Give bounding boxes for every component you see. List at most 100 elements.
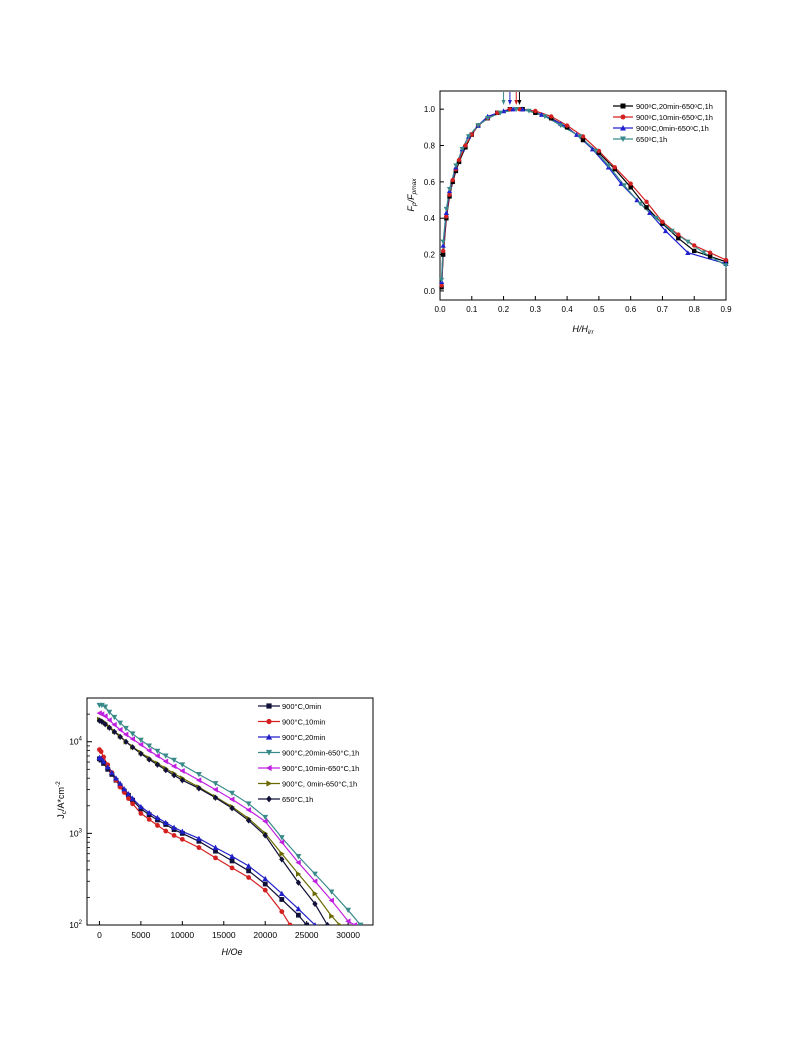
chart2-data-point — [287, 922, 293, 925]
chart1-data-point — [447, 192, 452, 197]
x-tick-label: 0.3 — [530, 305, 542, 314]
x-tick-label: 0.2 — [498, 305, 510, 314]
chart1-data-point — [707, 250, 713, 255]
chart2-data-point — [111, 728, 117, 736]
chart2-data-point — [171, 772, 177, 779]
chart2-data-point — [213, 855, 218, 861]
chart2-data-point — [337, 922, 343, 925]
chart2-data-point — [171, 824, 177, 830]
chart1-data-point — [444, 214, 449, 219]
chart1-data-point — [519, 106, 526, 112]
chart2-data-point — [295, 905, 302, 912]
chart2-data-point — [130, 801, 135, 807]
chart1-y-ticks: 0.0 0.2 0.4 0.6 0.8 1.0 — [424, 105, 444, 296]
y-tick-label: 0.0 — [424, 287, 436, 296]
chart2-data-point — [111, 721, 117, 728]
chart2-axes-frame — [86, 697, 374, 926]
y-tick-label: 1.0 — [424, 105, 436, 114]
chart2-data-point — [99, 718, 105, 725]
chart2-plot-area: 0 5000 10000 15000 20000 25000 30000 102 103 104 — [69, 697, 374, 940]
chart2-data-point — [138, 737, 144, 744]
chart1-data-point — [676, 236, 681, 241]
chart1-data-point — [497, 110, 504, 116]
chart2-data-point — [154, 753, 160, 759]
y-tick-label: 0.4 — [424, 214, 436, 223]
chart2-data-point — [312, 890, 318, 897]
legend-marker — [620, 114, 626, 120]
chart2-data-point — [100, 758, 107, 764]
chart2-data-point — [328, 897, 334, 904]
chart1-data-point — [456, 157, 462, 163]
chart2-legend: 900°C,0min 900°C,10min 900°C,20min 900°C,20… — [258, 702, 359, 804]
legend-marker — [620, 136, 626, 142]
chart2-data-point — [196, 777, 202, 784]
chart1-data-point — [485, 116, 491, 121]
peak-arrow-head — [517, 100, 522, 105]
chart1-data-point — [463, 143, 468, 148]
chart2-data-point — [245, 863, 252, 869]
chart1-data-point — [440, 248, 446, 254]
chart2-data-point — [245, 807, 252, 813]
chart1-data-point — [580, 137, 586, 143]
x-tick-label: 10000 — [171, 930, 195, 940]
chart2-data-point — [117, 780, 124, 786]
chart1-data-point — [440, 242, 446, 248]
chart2-data-point — [179, 762, 186, 768]
chart2-data-point — [295, 871, 302, 877]
legend-marker — [620, 103, 626, 109]
x-tick-label: 30000 — [336, 930, 360, 940]
chart2-data-point — [129, 744, 136, 751]
chart2-data-point — [304, 922, 310, 925]
chart1-markers-group — [438, 106, 729, 290]
chart2-data-point — [129, 731, 136, 737]
chart2-data-point — [295, 912, 301, 918]
legend-marker — [620, 125, 626, 131]
chart2-data-point — [162, 819, 169, 826]
legend-label: 900°C, 0min-650°C,1h — [282, 780, 357, 789]
chart1-y-axis-label: Fp/Fpmax — [406, 178, 418, 212]
chart2-data-point — [196, 845, 202, 850]
chart2-x-axis-label: H/Oe — [221, 947, 242, 957]
legend-marker — [265, 733, 273, 740]
chart2-data-point — [102, 704, 109, 710]
chart2-data-point — [138, 803, 144, 810]
chart1-data-point — [443, 206, 449, 212]
chart2-data-point — [171, 833, 177, 838]
chart1-data-point — [723, 263, 729, 269]
chart2-data-point — [196, 785, 202, 792]
chart2-data-point — [179, 768, 185, 774]
chart1-data-point — [469, 132, 474, 137]
chart1-data-point — [621, 183, 627, 189]
chart2-data-point — [106, 724, 113, 731]
chart1-data-point — [596, 148, 602, 154]
chart1-data-point — [450, 177, 455, 183]
chart1-data-point — [707, 254, 713, 259]
chart2-data-point — [229, 790, 235, 796]
chart2-data-point — [125, 790, 132, 797]
legend-label: 900°C,10min — [282, 718, 325, 727]
chart2-data-point — [113, 775, 119, 781]
chart2-data-point — [295, 879, 302, 886]
chart1-data-point — [634, 197, 640, 203]
chart2-data-point — [146, 756, 152, 763]
y-tick-label: 0.2 — [424, 251, 436, 260]
chart1-data-point — [612, 165, 617, 170]
chart2-data-point — [312, 900, 318, 908]
chart1-data-point — [660, 219, 665, 225]
chart2-data-point — [345, 918, 351, 925]
chart2-data-point — [138, 811, 144, 816]
chart2-data-point — [162, 753, 169, 759]
chart1-data-point — [495, 110, 500, 116]
chart2-data-point — [179, 828, 186, 834]
x-tick-label: 25000 — [295, 930, 319, 940]
chart1-data-point — [662, 228, 669, 234]
chart2-data-point — [146, 809, 153, 816]
chart2-data-point — [246, 817, 252, 824]
chart2-data-point — [212, 794, 219, 801]
chart2-data-point — [229, 865, 235, 871]
chart2-data-point — [123, 725, 129, 732]
chart2-data-point — [229, 796, 235, 803]
legend-label: 650°C,1h — [282, 795, 313, 804]
chart2-data-point — [262, 887, 268, 893]
chart1-data-point — [701, 250, 707, 256]
